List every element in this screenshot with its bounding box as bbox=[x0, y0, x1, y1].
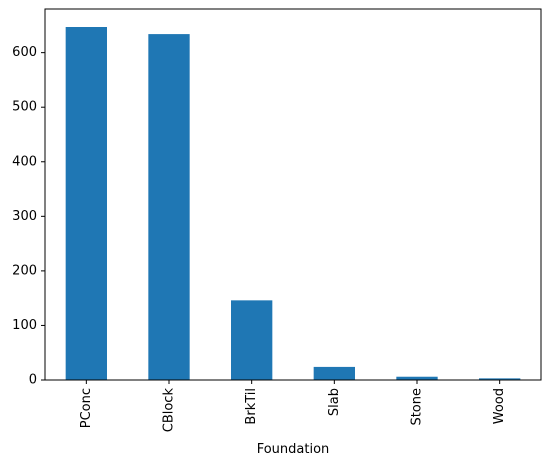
y-axis-ticks: 0 100 200 300 400 500 600 bbox=[12, 45, 45, 388]
y-tick-label: 100 bbox=[12, 318, 37, 333]
bar-stone bbox=[396, 376, 438, 380]
x-tick-label: Wood bbox=[492, 388, 507, 424]
x-tick-label: PConc bbox=[79, 388, 94, 428]
y-tick-label: 200 bbox=[12, 263, 37, 278]
x-axis-ticks: PConc CBlock BrkTil Slab Stone Wood bbox=[79, 380, 507, 432]
x-axis-label: Foundation bbox=[257, 442, 330, 457]
x-tick-label: Slab bbox=[327, 388, 342, 416]
bar-pconc bbox=[65, 27, 107, 380]
y-tick-label: 600 bbox=[12, 45, 37, 60]
y-tick-label: 300 bbox=[12, 209, 37, 224]
y-tick-label: 0 bbox=[29, 373, 37, 388]
x-tick-label: BrkTil bbox=[244, 388, 259, 425]
bar-cblock bbox=[148, 34, 190, 381]
bar-slab bbox=[313, 366, 355, 380]
bars-group bbox=[65, 27, 521, 381]
plot-frame bbox=[44, 8, 542, 381]
bar-wood bbox=[479, 378, 521, 380]
x-tick-label: CBlock bbox=[162, 388, 177, 433]
bar-brktil bbox=[231, 300, 273, 380]
y-tick-label: 400 bbox=[12, 154, 37, 169]
y-tick-label: 500 bbox=[12, 100, 37, 115]
x-tick-label: Stone bbox=[410, 388, 425, 426]
